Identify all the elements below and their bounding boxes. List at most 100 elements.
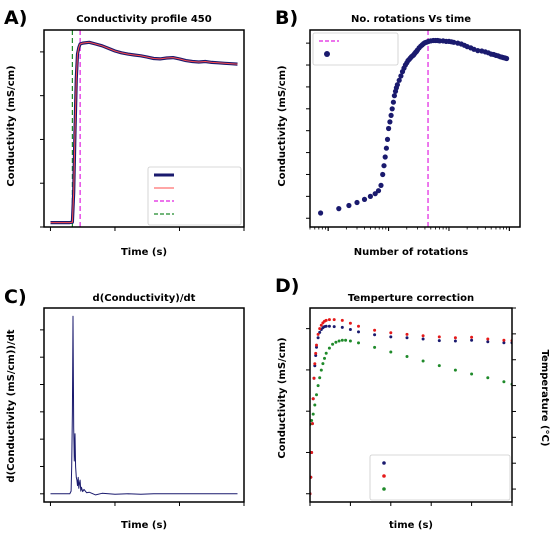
point-corrected-conductivity xyxy=(470,338,474,342)
point-conductivity xyxy=(361,196,368,202)
point-temperature xyxy=(486,376,490,380)
panel-c-chart xyxy=(40,307,245,506)
point-temperature xyxy=(502,380,506,384)
point-conductivity xyxy=(357,324,360,328)
point-conductivity xyxy=(475,48,481,54)
point-temperature xyxy=(319,368,323,372)
point-conductivity xyxy=(312,376,316,380)
panel-label-c: C) xyxy=(4,286,27,308)
point-corrected-conductivity xyxy=(348,328,352,331)
point-conductivity xyxy=(451,39,457,45)
point-corrected-conductivity xyxy=(486,340,490,344)
point-conductivity xyxy=(382,154,388,160)
point-temperature xyxy=(327,346,331,350)
point-conductivity xyxy=(389,331,393,335)
point-conductivity xyxy=(324,318,328,322)
point-conductivity xyxy=(391,93,397,99)
point-conductivity xyxy=(367,193,373,199)
point-conductivity xyxy=(398,73,404,79)
point-corrected-conductivity xyxy=(357,330,360,334)
point-temperature xyxy=(357,341,360,345)
point-temperature xyxy=(311,412,315,416)
legend-box xyxy=(312,32,399,66)
point-conductivity xyxy=(375,188,382,194)
point-temperature xyxy=(324,351,328,355)
series-line-series xyxy=(50,315,238,496)
point-corrected-conductivity xyxy=(405,336,409,340)
point-conductivity xyxy=(336,206,342,212)
point-temperature xyxy=(437,364,441,368)
point-conductivity xyxy=(502,338,506,342)
point-temperature xyxy=(405,355,409,358)
point-corrected-conductivity xyxy=(327,324,331,328)
point-conductivity xyxy=(470,335,474,339)
point-temperature xyxy=(344,338,348,342)
plot-area xyxy=(44,308,244,502)
point-conductivity xyxy=(381,163,387,169)
point-conductivity xyxy=(387,119,393,125)
ylabel-right-d: Temperature (°C) xyxy=(539,350,550,447)
legend-swatch xyxy=(382,474,386,478)
point-corrected-conductivity xyxy=(389,335,393,339)
point-corrected-conductivity xyxy=(315,345,318,349)
point-conductivity xyxy=(332,318,336,322)
legend-swatch xyxy=(382,487,386,491)
xlabel-c: Time (s) xyxy=(121,520,167,531)
point-conductivity xyxy=(314,351,318,355)
point-conductivity xyxy=(373,328,377,332)
point-corrected-conductivity xyxy=(313,364,317,368)
point-conductivity xyxy=(504,55,510,62)
point-conductivity xyxy=(378,182,384,188)
point-conductivity xyxy=(396,77,402,83)
point-conductivity xyxy=(316,332,320,336)
point-conductivity xyxy=(327,318,331,322)
point-conductivity xyxy=(348,321,352,325)
legend-swatch xyxy=(382,461,386,465)
point-corrected-conductivity xyxy=(453,339,457,343)
legend-box xyxy=(147,166,242,226)
plot-content xyxy=(310,318,512,496)
point-corrected-conductivity xyxy=(318,330,322,334)
plot-content xyxy=(318,30,510,227)
point-temperature xyxy=(373,345,377,349)
title-d: Temperture correction xyxy=(348,293,474,304)
panel-label-a: A) xyxy=(4,7,27,29)
legend-box xyxy=(369,454,511,501)
point-conductivity xyxy=(453,336,457,340)
plot-content xyxy=(50,315,238,496)
panel-a-chart xyxy=(40,29,245,231)
point-corrected-conductivity xyxy=(324,324,328,328)
point-corrected-conductivity xyxy=(314,354,318,357)
point-conductivity xyxy=(386,125,392,132)
title-b: No. rotations Vs time xyxy=(351,14,471,25)
ylabel-b: Conductivity (mS/cm) xyxy=(277,65,288,186)
legend-swatch xyxy=(324,51,330,57)
point-conductivity xyxy=(390,99,396,105)
point-temperature xyxy=(470,372,474,376)
ylabel-a: Conductivity (mS/cm) xyxy=(6,65,17,186)
panel-d-chart xyxy=(306,307,516,506)
point-conductivity xyxy=(340,318,344,322)
point-conductivity xyxy=(437,335,441,339)
plot-frame xyxy=(309,307,513,503)
point-conductivity xyxy=(394,82,400,88)
point-temperature xyxy=(323,356,326,360)
point-conductivity xyxy=(405,332,409,336)
title-a: Conductivity profile 450 xyxy=(76,14,211,25)
point-conductivity xyxy=(318,210,324,216)
point-conductivity xyxy=(354,199,360,206)
point-temperature xyxy=(348,339,352,343)
point-temperature xyxy=(337,339,341,343)
point-conductivity xyxy=(310,451,314,454)
point-temperature xyxy=(318,376,322,380)
point-corrected-conductivity xyxy=(437,339,441,343)
plot-content xyxy=(50,30,238,227)
xlabel-d: time (s) xyxy=(389,520,433,531)
panel-label-d: D) xyxy=(275,275,299,297)
point-corrected-conductivity xyxy=(316,336,320,340)
point-temperature xyxy=(421,359,425,363)
point-corrected-conductivity xyxy=(332,325,336,329)
point-temperature xyxy=(315,393,318,397)
point-temperature xyxy=(316,384,320,388)
point-temperature xyxy=(334,340,338,344)
